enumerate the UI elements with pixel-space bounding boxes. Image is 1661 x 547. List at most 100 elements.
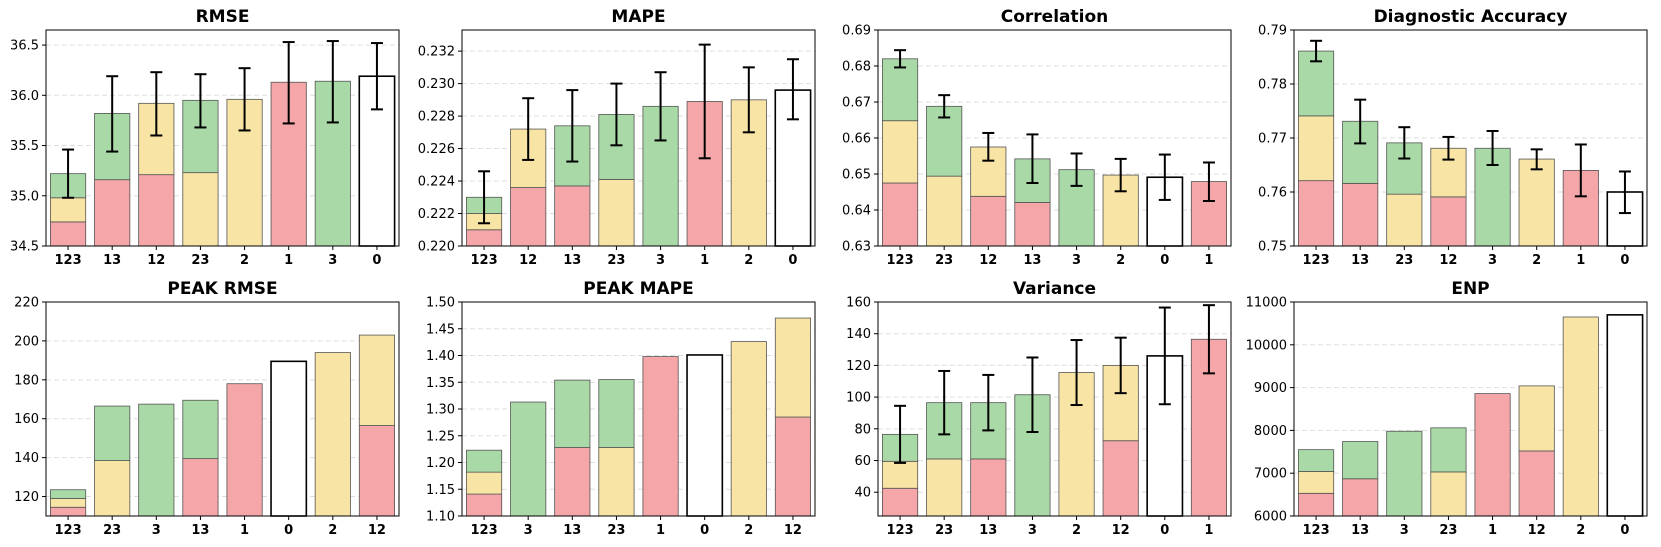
y-tick-label: 1.20	[426, 456, 455, 471]
bar-segment-green	[138, 403, 175, 517]
bar-segment-yellow	[598, 447, 635, 517]
x-tick-label: 0	[700, 523, 709, 538]
x-tick-label: 123	[886, 253, 913, 268]
bar-segment-green	[554, 379, 591, 448]
bar-segment-red	[554, 185, 591, 247]
chart-title: MAPE	[611, 7, 665, 27]
y-tick-label: 100	[846, 391, 871, 406]
bar-segment-red	[1474, 393, 1511, 517]
y-tick-label: 0.69	[842, 24, 871, 39]
axes-frame	[877, 301, 1232, 517]
error-bar	[62, 148, 75, 199]
y-tick-label: 35.0	[10, 189, 39, 204]
error-bar	[894, 49, 907, 69]
bar-segment-yellow	[926, 458, 963, 517]
x-tick-label: 0	[1620, 253, 1629, 268]
y-tick-label: 6000	[1254, 510, 1287, 525]
x-tick-label: 12	[979, 253, 997, 268]
axes-frame	[877, 29, 1232, 247]
bar-segment-green	[510, 401, 547, 517]
x-tick-label: 123	[1302, 523, 1329, 538]
y-tick-label: 36.0	[10, 89, 39, 104]
y-tick-label: 0.64	[842, 204, 871, 219]
y-tick-label: 9000	[1254, 381, 1287, 396]
y-tick-label: 1.25	[426, 429, 455, 444]
x-tick-label: 123	[470, 253, 497, 268]
y-tick-label: 34.5	[10, 240, 39, 255]
error-bar	[1070, 339, 1083, 407]
error-bar	[370, 42, 383, 111]
bar-segment-red	[774, 416, 811, 517]
bar-segment-yellow	[1386, 193, 1423, 247]
bar-segment-red	[182, 458, 219, 517]
bar-segment-yellow	[1430, 471, 1467, 517]
y-tick-label: 160	[14, 412, 39, 427]
bar-segment-yellow	[466, 471, 503, 495]
error-bar	[1202, 161, 1215, 202]
y-tick-label: 0.226	[418, 142, 455, 157]
y-tick-label: 11000	[1246, 296, 1287, 311]
bar-segment-white	[686, 354, 724, 517]
x-tick-label: 13	[1023, 253, 1041, 268]
bar-segment-green	[1298, 449, 1335, 472]
axes-frame	[1293, 301, 1648, 517]
x-tick-label: 3	[1488, 253, 1497, 268]
y-tick-label: 0.75	[1258, 240, 1287, 255]
y-tick-label: 220	[14, 296, 39, 311]
bar-segment-red	[50, 221, 87, 247]
bar-segment-yellow	[1562, 316, 1599, 517]
x-tick-label: 0	[788, 253, 797, 268]
bar-segment-yellow	[882, 460, 919, 489]
y-tick-label: 140	[14, 451, 39, 466]
y-tick-label: 40	[854, 486, 871, 501]
x-tick-label: 13	[979, 523, 997, 538]
bar-segment-yellow	[1298, 471, 1335, 494]
bar-segment-white	[1606, 314, 1644, 517]
chart-title: Correlation	[1001, 7, 1109, 27]
y-tick-label: 180	[14, 373, 39, 388]
bar-segment-yellow	[50, 498, 87, 508]
chart-title: PEAK MAPE	[583, 279, 693, 299]
bar-segment-yellow	[358, 334, 395, 426]
x-tick-label: 12	[1112, 523, 1130, 538]
axes-frame	[461, 301, 816, 517]
bar-segment-red	[1430, 196, 1467, 247]
y-tick-label: 160	[846, 296, 871, 311]
bar-segment-red	[882, 182, 919, 247]
bar-segment-yellow	[1518, 158, 1555, 247]
x-tick-label: 12	[1528, 523, 1546, 538]
x-tick-label: 1	[700, 253, 709, 268]
x-tick-label: 123	[886, 523, 913, 538]
error-bar	[1398, 126, 1411, 160]
x-tick-label: 2	[1116, 253, 1125, 268]
y-tick-label: 0.65	[842, 168, 871, 183]
bar-segment-red	[1342, 478, 1379, 517]
y-tick-label: 0.76	[1258, 186, 1287, 201]
bar-segment-red	[1102, 440, 1139, 517]
x-tick-label: 3	[1072, 253, 1081, 268]
y-tick-label: 1.50	[426, 296, 455, 311]
bar-segment-red	[466, 493, 503, 517]
error-bar	[150, 71, 163, 137]
chart-correlation: 0.63 0.64 0.65 0.66 0.67 0.68 0.69 123 23 12 13 3 2 0…	[842, 7, 1232, 268]
x-tick-label: 123	[1302, 253, 1329, 268]
y-tick-label: 140	[846, 327, 871, 342]
x-tick-label: 13	[191, 523, 209, 538]
error-bar	[238, 67, 251, 132]
error-bar	[1618, 170, 1631, 215]
y-tick-label: 36.5	[10, 39, 39, 54]
x-tick-label: 12	[1439, 253, 1457, 268]
error-bar	[1442, 135, 1455, 161]
bar-segment-red	[1342, 182, 1379, 247]
x-tick-label: 1	[656, 523, 665, 538]
error-bar	[106, 75, 119, 153]
error-bar	[1026, 133, 1039, 184]
y-tick-label: 1.10	[426, 510, 455, 525]
error-bar	[938, 94, 951, 119]
bar-segment-red	[970, 458, 1007, 517]
x-tick-label: 1	[284, 253, 293, 268]
bar-segment-red	[466, 229, 503, 247]
error-bar	[194, 73, 207, 129]
y-tick-label: 0.78	[1258, 78, 1287, 93]
